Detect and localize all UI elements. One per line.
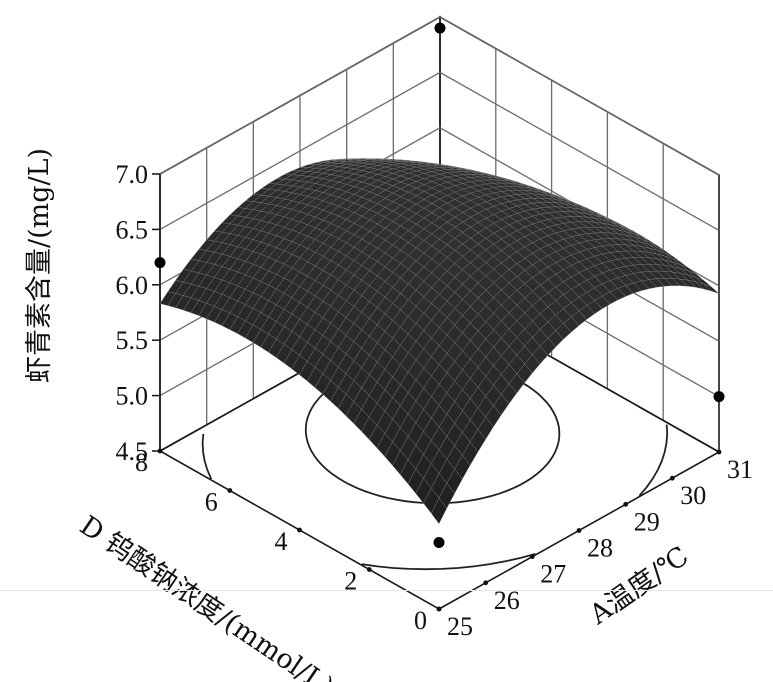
contour-outer-seg — [361, 553, 536, 571]
design-points — [154, 22, 725, 548]
y-tick-label: 8 — [135, 448, 148, 477]
y-tick-mark — [157, 448, 163, 454]
response-surface — [159, 158, 720, 524]
y-tick-label: 0 — [414, 606, 427, 635]
y-tick-mark — [297, 527, 302, 533]
x-tick-label: 25 — [447, 612, 473, 641]
z-axis-title: 虾青素含量/(mg/L) — [24, 148, 55, 383]
x-tick-mark — [529, 554, 535, 560]
contour-outer-seg — [638, 424, 669, 497]
bottom-divider — [0, 590, 773, 591]
x-tick-label: 27 — [540, 560, 566, 589]
design-point-1 — [434, 22, 446, 34]
design-point-0 — [154, 257, 166, 269]
x-tick-label: 30 — [680, 481, 706, 510]
y-tick-mark — [366, 567, 372, 572]
x-tick-label: 29 — [634, 507, 660, 536]
z-tick-label: 6.0 — [116, 271, 149, 300]
design-point-3 — [713, 391, 725, 403]
design-point-2 — [433, 537, 445, 548]
y-tick-label: 6 — [205, 488, 218, 517]
y-axis-title: D 钨酸钠浓度/(mmol/L) — [74, 510, 339, 682]
y-tick-mark — [227, 488, 233, 493]
z-tick-label: 7.0 — [116, 160, 149, 189]
z-tick-label: 6.5 — [116, 215, 149, 244]
z-tick-label: 5.5 — [116, 326, 149, 355]
y-tick-label: 4 — [275, 527, 288, 556]
z-tick-label: 4.5 — [116, 437, 149, 466]
x-tick-mark — [483, 580, 489, 586]
surface-cell — [431, 497, 447, 524]
x-tick-mark — [669, 475, 675, 481]
y-tick-mark — [436, 606, 442, 612]
z-tick-label: 5.0 — [116, 382, 149, 411]
x-tick-mark — [623, 501, 629, 507]
x-tick-label: 28 — [587, 534, 613, 563]
x-tick-label: 31 — [727, 455, 753, 484]
x-tick-mark — [716, 449, 722, 455]
x-tick-mark — [576, 528, 582, 533]
contour-outer-seg — [201, 433, 213, 480]
y-tick-label: 2 — [344, 567, 357, 596]
